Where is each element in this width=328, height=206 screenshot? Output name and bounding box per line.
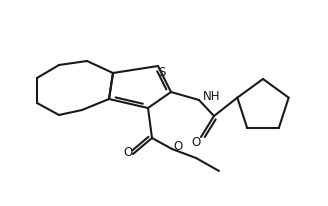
Text: O: O	[174, 140, 183, 153]
Text: NH: NH	[203, 90, 220, 103]
Text: O: O	[191, 136, 201, 149]
Text: S: S	[158, 65, 166, 78]
Text: O: O	[123, 145, 133, 158]
